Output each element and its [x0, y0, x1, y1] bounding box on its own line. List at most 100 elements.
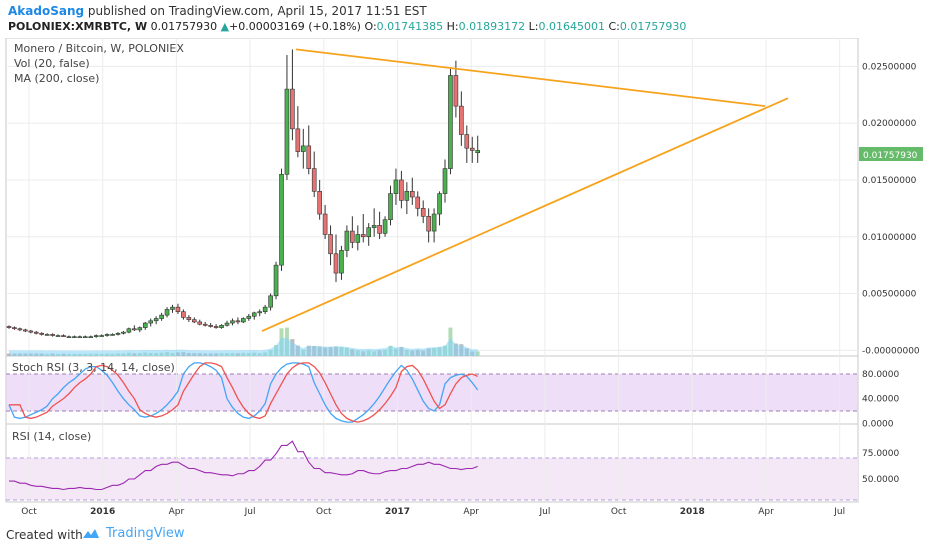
chart-canvas[interactable]: 0.02500000 0.02000000 0.01500000 0.01000000…	[0, 38, 932, 520]
candle-up	[388, 193, 393, 221]
candle-down	[17, 328, 23, 331]
candle-up	[44, 334, 50, 336]
current-price-badge	[859, 147, 923, 161]
symbol[interactable]: POLONIEX:XMRBTC, W	[8, 20, 148, 33]
ohlc-line: POLONIEX:XMRBTC, W 0.01757930 ▲+0.000031…	[8, 20, 686, 33]
candle-up	[104, 334, 110, 336]
candle-up	[77, 336, 83, 338]
candle-down	[333, 253, 339, 274]
candle-up	[382, 219, 388, 234]
rsi-tick-label: 50.0000	[862, 475, 899, 485]
candle-up	[99, 335, 104, 337]
candle-up	[230, 320, 235, 324]
price-pane[interactable]	[5, 38, 859, 357]
rsi-tick-label: 75.0000	[862, 449, 899, 459]
time-tick-label: 2018	[680, 507, 705, 517]
low-label: L:	[528, 20, 539, 33]
legend-title: Monero / Bitcoin, W, POLONIEX	[14, 42, 184, 55]
candle-down	[295, 128, 301, 152]
candle-down	[33, 331, 39, 334]
candle-down	[50, 334, 55, 336]
candle-down	[399, 179, 404, 201]
tradingview-label: TradingView	[106, 526, 185, 541]
candle-down	[420, 208, 426, 217]
candle-down	[459, 105, 464, 135]
close-label: C:	[608, 20, 620, 33]
time-tick-label: Oct	[611, 507, 627, 517]
up-arrow-icon: ▲	[220, 20, 230, 33]
trendlines[interactable]	[261, 48, 789, 332]
time-tick-label: Jul	[538, 507, 550, 517]
candle-up	[142, 322, 148, 328]
stoch-d-line	[9, 362, 478, 423]
volume-ma-area	[9, 338, 478, 356]
candle-up	[273, 264, 279, 297]
candle-up	[88, 336, 94, 338]
publish-info: AkadoSang published on TradingView.com, …	[8, 4, 427, 18]
tradingview-logo-icon	[83, 528, 99, 538]
candle-down	[197, 321, 203, 325]
time-tick-label: Oct	[316, 507, 332, 517]
tradingview-brand[interactable]: TradingView	[82, 526, 185, 541]
candle-up	[121, 331, 126, 334]
candle-down	[469, 147, 475, 151]
candle-up	[366, 227, 372, 238]
time-tick-label: 2017	[385, 507, 410, 517]
time-tick-label: Apr	[169, 507, 185, 517]
candle-down	[28, 330, 34, 333]
price-tick-label: 0.02500000	[862, 62, 917, 72]
open-label: O:	[364, 20, 377, 33]
created-with-text: Created with	[6, 528, 83, 542]
candle-up	[148, 320, 153, 324]
candle-up	[72, 336, 77, 338]
author-link[interactable]: AkadoSang	[8, 4, 85, 18]
candle-up	[300, 145, 306, 152]
price-change: +0.00003169 (+0.18%)	[229, 20, 361, 33]
candle-down	[235, 320, 241, 323]
stoch-band	[6, 374, 858, 411]
candle-down	[377, 225, 382, 234]
legend-stoch: Stoch RSI (3, 3, 14, 14, close)	[12, 361, 175, 374]
candle-up	[241, 318, 246, 323]
grid-lines	[6, 38, 858, 502]
candle-up	[83, 336, 88, 338]
candle-up	[339, 250, 344, 274]
candle-down	[350, 230, 355, 243]
candle-down	[464, 134, 470, 149]
candle-up	[164, 309, 170, 316]
candle-down	[6, 326, 12, 328]
time-tick-label: Oct	[21, 507, 37, 517]
candle-up	[355, 234, 361, 243]
volume-bars	[7, 327, 480, 356]
candle-down	[208, 325, 213, 327]
legend-vol: Vol (20, false)	[14, 57, 90, 70]
trendline-upper	[295, 48, 766, 108]
rsi-line	[9, 440, 478, 491]
candle-down	[186, 317, 192, 320]
candle-down	[39, 332, 45, 335]
candle-up	[262, 306, 268, 313]
candle-up	[448, 75, 453, 169]
price-tick-label: 0.00500000	[862, 290, 917, 300]
candle-up	[251, 312, 257, 317]
candle-up	[246, 315, 252, 319]
candle-up	[475, 150, 481, 154]
time-tick-label: Jul	[833, 507, 845, 517]
candle-up	[344, 230, 350, 251]
low-value: 0.01645001	[538, 20, 605, 33]
candle-up	[431, 213, 437, 232]
candle-up	[284, 88, 290, 175]
time-tick-label: Jul	[244, 507, 256, 517]
price-tick-label: 0.02000000	[862, 119, 917, 129]
high-label: H:	[446, 20, 459, 33]
rsi-line-path	[9, 440, 478, 491]
candle-up	[110, 334, 115, 336]
candle-up	[279, 173, 284, 266]
candle-up	[93, 335, 99, 337]
candle-down	[360, 234, 366, 238]
trendline-lower	[261, 97, 789, 332]
chart-header: AkadoSang published on TradingView.com, …	[0, 0, 932, 40]
candle-down	[202, 323, 208, 326]
candle-up	[115, 332, 121, 335]
last-price: 0.01757930	[150, 20, 218, 33]
